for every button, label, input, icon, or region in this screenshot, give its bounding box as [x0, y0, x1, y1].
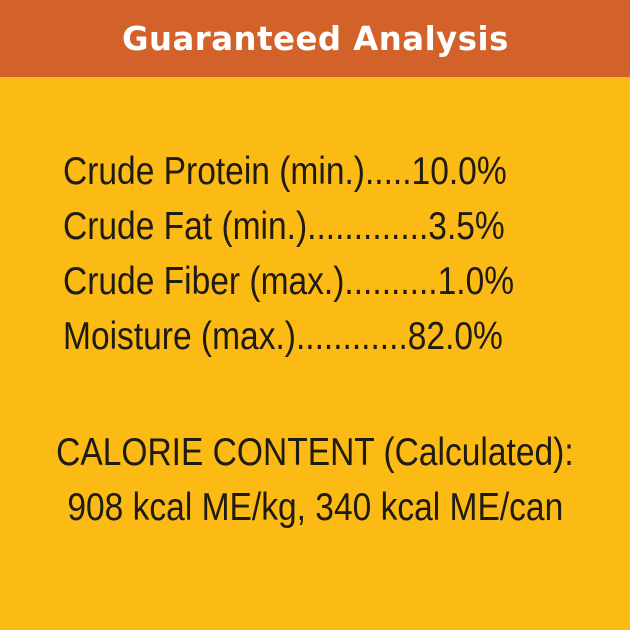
page-title: Guaranteed Analysis: [121, 19, 509, 58]
analysis-row-moisture: Moisture (max.)............82.0%: [63, 315, 503, 358]
calorie-heading: CALORIE CONTENT (Calculated):: [0, 433, 630, 472]
calorie-heading-text: CALORIE CONTENT (Calculated):: [56, 431, 574, 474]
header-band: Guaranteed Analysis: [0, 0, 630, 77]
calorie-value: 908 kcal ME/kg, 340 kcal ME/can: [0, 488, 630, 527]
calorie-value-text: 908 kcal ME/kg, 340 kcal ME/can: [67, 486, 563, 529]
analysis-row-fiber: Crude Fiber (max.)..........1.0%: [63, 260, 515, 303]
analysis-row-protein: Crude Protein (min.).....10.0%: [63, 150, 507, 193]
analysis-row-fat: Crude Fat (min.).............3.5%: [63, 205, 505, 248]
